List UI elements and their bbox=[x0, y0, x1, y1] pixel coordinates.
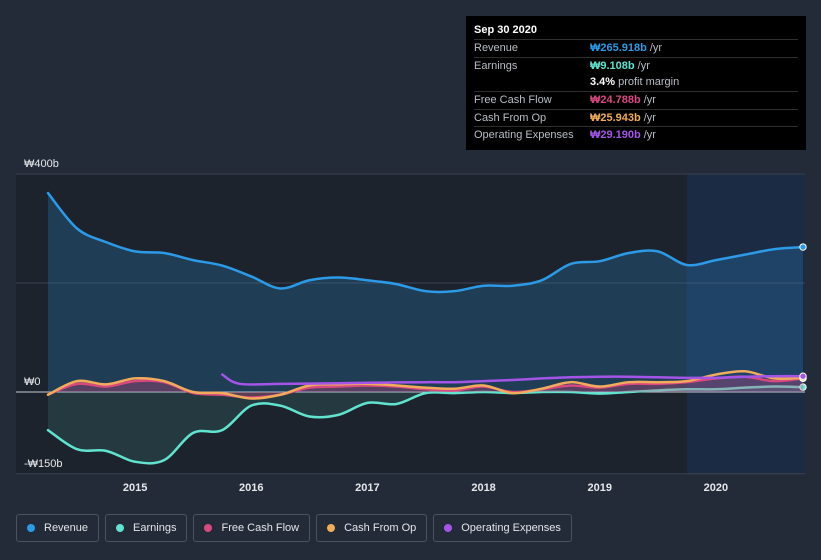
y-tick-label: -₩150b bbox=[24, 458, 63, 470]
tooltip-row-value: ₩24.788b bbox=[590, 94, 641, 107]
tooltip-row: Revenue ₩265.918b/yr bbox=[474, 39, 798, 57]
series-area-free-cash-flow bbox=[48, 376, 803, 398]
series-end-point-earnings bbox=[799, 383, 807, 391]
forecast-highlight-band bbox=[686, 174, 805, 474]
tooltip-row: 3.4% profit margin bbox=[474, 74, 798, 91]
tooltip-row-value: ₩25.943b bbox=[590, 111, 641, 124]
series-line-earnings bbox=[46, 385, 805, 465]
plot-background bbox=[16, 174, 805, 474]
legend-item-cash-from-op[interactable]: Cash From Op bbox=[316, 514, 428, 542]
series-end-point-revenue bbox=[799, 243, 807, 251]
tooltip-row-label: Cash From Op bbox=[474, 111, 547, 124]
tooltip-row-unit: /yr bbox=[649, 42, 663, 54]
legend-dot-icon bbox=[27, 524, 35, 532]
x-tick-label: 2019 bbox=[587, 482, 611, 494]
tooltip-row-label: Earnings bbox=[474, 59, 518, 72]
data-tooltip: Sep 30 2020 Revenue ₩265.918b/yr Earnings ₩… bbox=[466, 16, 806, 150]
tooltip-row-unit: /yr bbox=[643, 94, 656, 107]
legend-label: Cash From Op bbox=[344, 522, 417, 534]
tooltip-row-label: Operating Expenses bbox=[474, 129, 574, 142]
tooltip-row: Cash From Op ₩25.943b/yr bbox=[474, 108, 798, 127]
chart-legend: Revenue Earnings Free Cash Flow Cash From O… bbox=[16, 514, 572, 542]
tooltip-row: Operating Expenses ₩29.190b/yr bbox=[474, 126, 798, 144]
tooltip-row: Free Cash Flow ₩24.788b/yr bbox=[474, 91, 798, 109]
tooltip-row: Earnings ₩9.108b/yr bbox=[474, 56, 798, 75]
tooltip-date: Sep 30 2020 bbox=[474, 24, 537, 36]
legend-item-revenue[interactable]: Revenue bbox=[16, 514, 100, 542]
legend-item-operating-expenses[interactable]: Operating Expenses bbox=[433, 514, 572, 542]
tooltip-row-value: ₩9.108b bbox=[590, 59, 635, 72]
grid-lines bbox=[16, 173, 805, 475]
series-area-earnings bbox=[48, 386, 803, 464]
tooltip-row-value: ₩265.918b bbox=[590, 42, 647, 54]
y-tick-label: ₩0 bbox=[24, 376, 41, 388]
tooltip-row-unit: /yr bbox=[643, 129, 656, 142]
legend-dot-icon bbox=[204, 524, 213, 532]
tooltip-rows: Revenue ₩265.918b/yr Earnings ₩9.108b/yr 3.4… bbox=[474, 39, 798, 144]
legend-item-free-cash-flow[interactable]: Free Cash Flow bbox=[193, 514, 311, 542]
x-tick-label: 2020 bbox=[704, 482, 728, 494]
y-axis-labels: ₩400b ₩0 -₩150b bbox=[24, 158, 63, 470]
legend-label: Revenue bbox=[44, 522, 89, 534]
x-tick-label: 2018 bbox=[471, 482, 495, 494]
legend-label: Earnings bbox=[133, 522, 177, 534]
legend-label: Operating Expenses bbox=[461, 522, 561, 534]
x-tick-label: 2016 bbox=[239, 482, 263, 494]
tooltip-row-label: Revenue bbox=[474, 42, 519, 54]
y-tick-label: ₩400b bbox=[24, 158, 59, 170]
series-area-revenue bbox=[48, 193, 803, 392]
legend-item-earnings[interactable]: Earnings bbox=[105, 514, 188, 542]
legend-dot-icon bbox=[444, 524, 453, 532]
series-line-operating-expenses bbox=[220, 373, 805, 386]
x-axis-labels: 2015 2016 2017 2018 2019 2020 bbox=[123, 482, 728, 494]
tooltip-row-value: ₩29.190b bbox=[590, 129, 641, 142]
tooltip-row-label bbox=[474, 74, 590, 91]
x-tick-label: 2017 bbox=[355, 482, 379, 494]
x-tick-label: 2015 bbox=[123, 482, 147, 494]
tooltip-row-unit: profit margin bbox=[618, 76, 680, 89]
series-line-revenue bbox=[46, 191, 805, 294]
tooltip-row-unit: /yr bbox=[643, 111, 656, 124]
series-layer bbox=[46, 191, 807, 465]
tooltip-row-value: 3.4% bbox=[590, 76, 616, 89]
series-end-point-operating-expenses bbox=[799, 372, 807, 380]
legend-dot-icon bbox=[116, 524, 125, 532]
legend-dot-icon bbox=[327, 524, 336, 532]
series-line-cash-from-op bbox=[46, 369, 805, 400]
tooltip-row-label: Free Cash Flow bbox=[474, 94, 552, 107]
legend-label: Free Cash Flow bbox=[221, 522, 300, 534]
tooltip-row-unit: /yr bbox=[637, 59, 650, 72]
